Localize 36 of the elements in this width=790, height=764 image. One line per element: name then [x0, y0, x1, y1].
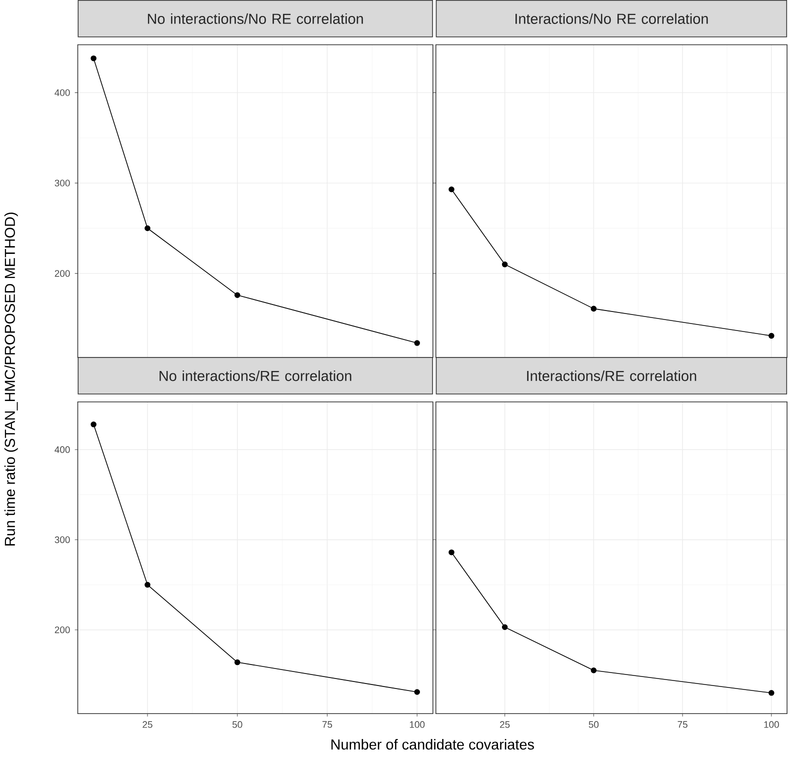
point — [448, 549, 454, 556]
point — [502, 624, 508, 630]
x-tick-label: 50 — [232, 721, 242, 728]
point — [768, 332, 774, 339]
point — [234, 292, 240, 298]
x-tick-label: 25 — [500, 721, 510, 728]
point — [90, 55, 96, 62]
point — [144, 582, 150, 588]
y-tick-label: 300 — [54, 536, 70, 544]
point — [414, 689, 420, 695]
x-tick-label: 75 — [322, 721, 332, 728]
chart-title: Interactions/No RE correlation — [515, 13, 708, 24]
x-tick-label: 75 — [678, 721, 688, 728]
point — [590, 306, 597, 312]
y-axis-title: Run time ratio (STAN_HMC/PROPOSED METHOD) — [4, 212, 18, 546]
point — [234, 659, 240, 666]
x-tick-label: 50 — [588, 721, 599, 728]
x-axis-title: Number of candidate covariates — [331, 739, 534, 750]
chart-title: Interactions/RE correlation — [527, 370, 696, 382]
y-tick-label: 400 — [54, 446, 70, 454]
point — [590, 668, 597, 674]
y-tick-label: 300 — [54, 180, 70, 186]
y-tick-label: 200 — [54, 270, 70, 277]
point — [502, 262, 508, 268]
x-tick-label: 25 — [142, 721, 152, 728]
y-tick-label: 200 — [54, 626, 70, 634]
x-tick-label: 100 — [410, 721, 425, 728]
point — [768, 690, 774, 696]
point — [90, 422, 96, 428]
y-tick-label: 400 — [54, 89, 70, 96]
point — [144, 225, 150, 232]
x-tick-label: 100 — [764, 721, 779, 728]
point — [414, 340, 420, 346]
chart-title: No interactions/No RE correlation — [148, 13, 363, 24]
chart-title: No interactions/RE correlation — [160, 370, 352, 382]
point — [448, 186, 454, 192]
